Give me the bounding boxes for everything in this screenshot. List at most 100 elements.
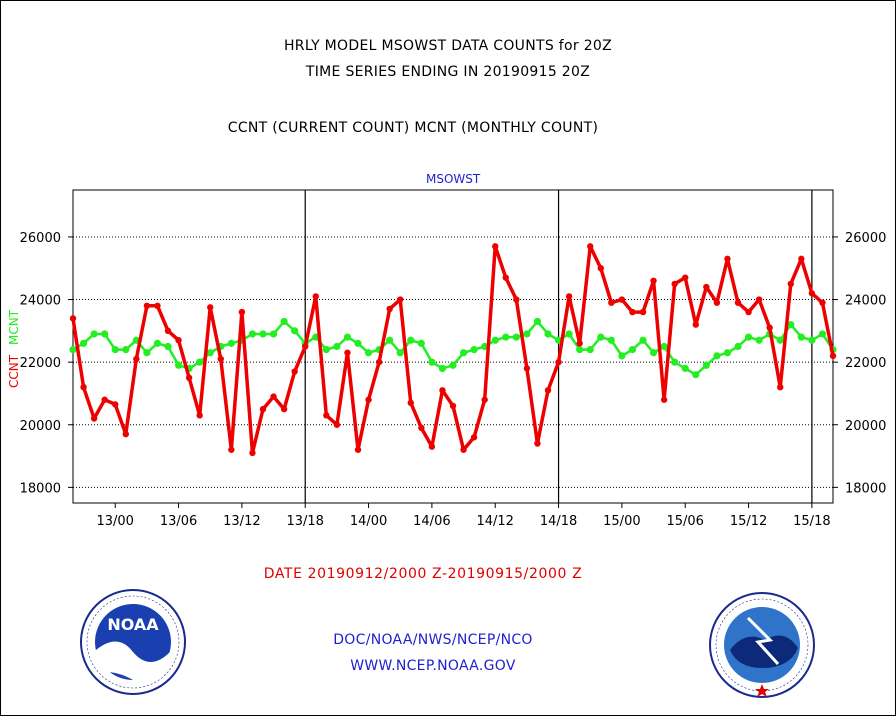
mcnt-point [322, 346, 330, 354]
ccnt-series [69, 243, 837, 457]
ccnt-point [639, 308, 647, 316]
x-tick-label: 15/12 [730, 514, 767, 529]
ccnt-point [185, 374, 193, 381]
url-line: WWW.NCEP.NOAA.GOV [350, 658, 516, 674]
y-tick-label-left: 22000 [20, 356, 61, 371]
mcnt-point [459, 349, 468, 357]
mcnt-point [227, 339, 235, 347]
plot-title: MSOWST [426, 172, 481, 186]
chart-subtitle: CCNT (CURRENT COUNT) MCNT (MONTHLY COUNT… [227, 120, 599, 136]
ccnt-point [734, 299, 742, 306]
chart-title-line2: TIME SERIES ENDING IN 20190915 20Z [305, 64, 591, 80]
ccnt-point [291, 368, 298, 375]
mcnt-point [196, 358, 204, 366]
x-tick-label: 15/06 [666, 514, 703, 529]
ccnt-point [397, 296, 404, 303]
mcnt-point [660, 342, 668, 351]
ccnt-point [133, 355, 140, 363]
x-tick-label: 14/00 [350, 514, 387, 529]
ccnt-point [608, 299, 615, 306]
ccnt-point [344, 349, 351, 356]
y-tick-label-right: 24000 [845, 294, 886, 309]
mcnt-point [333, 342, 341, 351]
ccnt-point [808, 290, 816, 297]
ccnt-point [90, 415, 98, 422]
x-tick-label: 14/12 [476, 514, 513, 529]
mcnt-point [734, 342, 742, 351]
ccnt-point [798, 255, 805, 263]
y-tick-label-left: 26000 [20, 231, 61, 246]
ccnt-point [481, 396, 488, 403]
x-tick-label: 13/18 [286, 514, 323, 529]
mcnt-point [280, 317, 288, 326]
ccnt-point [523, 365, 531, 372]
mcnt-point [491, 336, 499, 344]
y-axis-right: 18000 20000 22000 24000 26000 [833, 231, 886, 496]
mcnt-point [438, 364, 447, 373]
ccnt-point [671, 280, 678, 288]
mcnt-point [692, 371, 700, 379]
mcnt-point [776, 336, 784, 344]
ccnt-point [460, 446, 467, 453]
y-tick-label-right: 22000 [845, 356, 886, 371]
mcnt-point [449, 361, 457, 369]
ccnt-point [829, 352, 837, 360]
ccnt-point [164, 327, 172, 335]
mcnt-point [502, 333, 510, 341]
mcnt-point [69, 346, 77, 354]
mcnt-point [808, 336, 816, 344]
mcnt-point [248, 330, 257, 338]
ccnt-point [418, 424, 425, 432]
series-layer [69, 243, 837, 457]
org-line: DOC/NOAA/NWS/NCEP/NCO [333, 632, 533, 648]
mcnt-point [101, 330, 109, 338]
ccnt-point [386, 305, 393, 313]
ccnt-point [755, 296, 763, 303]
y-tick-label-left: 24000 [20, 294, 61, 309]
ccnt-point [196, 412, 203, 419]
ccnt-point [544, 387, 552, 394]
mcnt-point [512, 333, 520, 341]
ccnt-point [492, 243, 499, 250]
ccnt-point [777, 383, 784, 391]
x-tick-label: 14/18 [540, 514, 577, 529]
mcnt-point [628, 346, 637, 354]
mcnt-point [671, 358, 679, 366]
mcnt-point [533, 317, 542, 326]
ccnt-point [69, 315, 77, 322]
ccnt-point [122, 430, 129, 438]
ccnt-point [513, 296, 520, 303]
x-tick-label: 13/06 [160, 514, 197, 529]
ccnt-point [228, 446, 235, 453]
mcnt-point [576, 346, 584, 354]
ccnt-point [249, 449, 256, 457]
date-range: DATE 20190912/2000 Z-20190915/2000 Z [263, 566, 583, 582]
ccnt-point [354, 446, 362, 453]
ylabel-ccnt: CCNT [7, 354, 21, 388]
ccnt-point [207, 304, 214, 311]
x-tick-label: 14/06 [413, 514, 450, 529]
y-tick-label-right: 26000 [845, 231, 886, 246]
mcnt-point [417, 339, 425, 347]
ccnt-point [154, 302, 161, 310]
y-tick-label-right: 18000 [845, 481, 886, 496]
mcnt-point [174, 361, 183, 369]
ccnt-point [819, 299, 826, 306]
ccnt-point [439, 387, 446, 394]
y-tick-label-left: 20000 [20, 419, 61, 434]
mcnt-point [164, 342, 172, 351]
ccnt-point [175, 337, 182, 344]
ccnt-point [576, 340, 583, 347]
mcnt-point [470, 346, 478, 354]
ccnt-point [80, 383, 87, 391]
ccnt-point [365, 396, 372, 403]
mcnt-point [639, 336, 647, 344]
mcnt-point [649, 349, 658, 357]
ccnt-point [101, 396, 108, 403]
mcnt-point [597, 333, 605, 341]
mcnt-point [79, 339, 88, 347]
ccnt-point [143, 302, 151, 310]
mcnt-point [565, 330, 573, 338]
ccnt-point [650, 277, 657, 284]
